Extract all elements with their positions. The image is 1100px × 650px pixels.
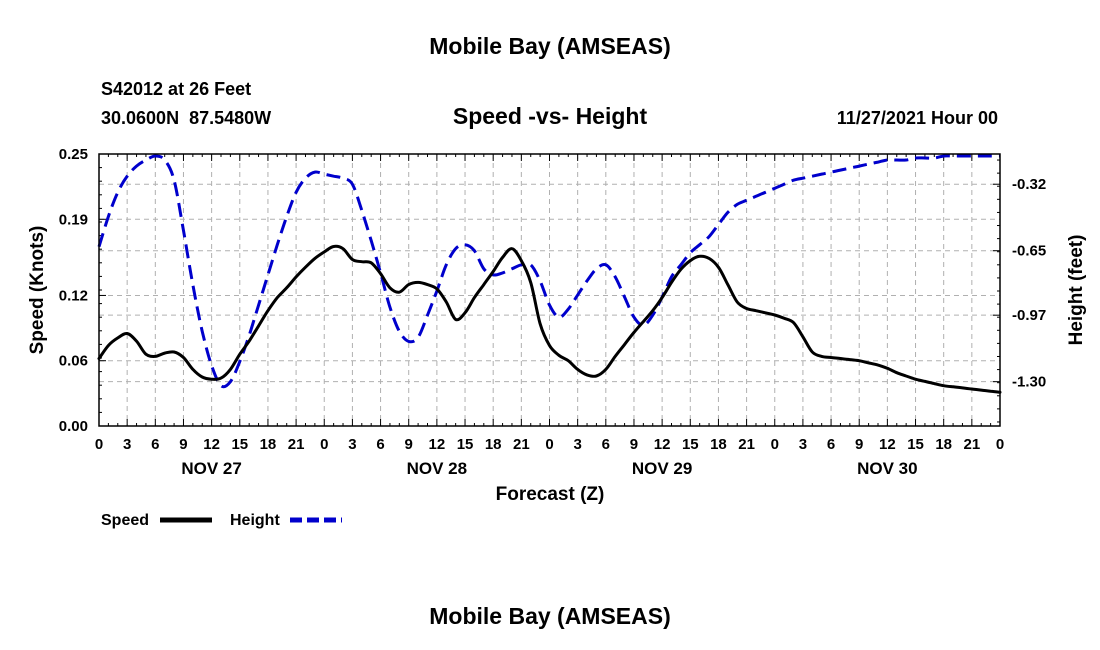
x-tick-label: 9 [179,436,187,453]
x-tick-label: 6 [602,436,610,453]
x-tick-label: 9 [630,436,638,453]
x-tick-label: 12 [654,436,671,453]
y-left-tick-label: 0.12 [59,287,88,304]
y-right-tick-label: -0.97 [1012,307,1046,324]
y-left-tick-label: 0.00 [59,418,88,435]
x-tick-label: 18 [260,436,277,453]
x-tick-label: 12 [879,436,896,453]
x-tick-label: 15 [231,436,248,453]
x-axis-title: Forecast (Z) [496,484,605,505]
y-left-tick-label: 0.06 [59,353,88,370]
x-tick-label: 9 [405,436,413,453]
x-tick-label: 3 [348,436,356,453]
x-tick-label: 6 [827,436,835,453]
x-tick-label: 15 [682,436,699,453]
x-tick-label: 3 [123,436,131,453]
x-tick-label: 18 [710,436,727,453]
run-time-label: 11/27/2021 Hour 00 [837,108,998,128]
coordinates-label: 30.0600N 87.5480W [101,108,271,128]
y-right-tick-label: -0.32 [1012,176,1046,193]
chart-footer-title: Mobile Bay (AMSEAS) [429,603,671,629]
y-right-axis-title: Height (feet) [1066,235,1087,346]
x-tick-label: 18 [485,436,502,453]
legend-height-label: Height [230,512,280,529]
x-tick-label: 3 [573,436,581,453]
x-tick-label: 21 [964,436,981,453]
chart-main-title: Mobile Bay (AMSEAS) [429,33,671,59]
x-day-label: NOV 27 [181,459,241,478]
y-left-axis-title: Speed (Knots) [27,226,48,355]
x-day-label: NOV 30 [857,459,917,478]
grid-lines [99,154,1000,426]
speed-series-line [97,244,1002,394]
station-label: S42012 at 26 Feet [101,79,251,99]
x-tick-label: 0 [771,436,779,453]
x-day-label: NOV 28 [407,459,467,478]
tick-labels: 0 3 6 9 12 15 18 21 0 3 6 9 12 15 18 21 0 3 6 9 12 15 18 21 0 3 6 9… [59,146,1046,478]
y-right-tick-label: -0.65 [1012,243,1046,260]
x-tick-label: 12 [203,436,220,453]
y-right-tick-label: -1.30 [1012,374,1046,391]
x-tick-label: 21 [738,436,755,453]
x-tick-label: 0 [95,436,103,453]
x-tick-label: 0 [545,436,553,453]
legend: Speed Height [101,512,342,529]
x-tick-label: 9 [855,436,863,453]
x-tick-label: 21 [288,436,305,453]
y-left-tick-label: 0.25 [59,146,88,163]
x-tick-label: 6 [376,436,384,453]
x-tick-label: 0 [996,436,1004,453]
plot-series [97,154,1002,394]
x-tick-label: 12 [429,436,446,453]
plot-frame [98,153,1001,427]
x-tick-label: 21 [513,436,530,453]
x-tick-label: 18 [935,436,952,453]
height-series-line [97,154,1000,389]
x-tick-label: 3 [799,436,807,453]
chart-subtitle: Speed -vs- Height [453,103,648,129]
x-tick-label: 0 [320,436,328,453]
x-day-label: NOV 29 [632,459,692,478]
y-left-tick-label: 0.19 [59,211,88,228]
legend-speed-label: Speed [101,512,149,529]
x-tick-label: 6 [151,436,159,453]
x-tick-label: 15 [457,436,474,453]
x-tick-label: 15 [907,436,924,453]
